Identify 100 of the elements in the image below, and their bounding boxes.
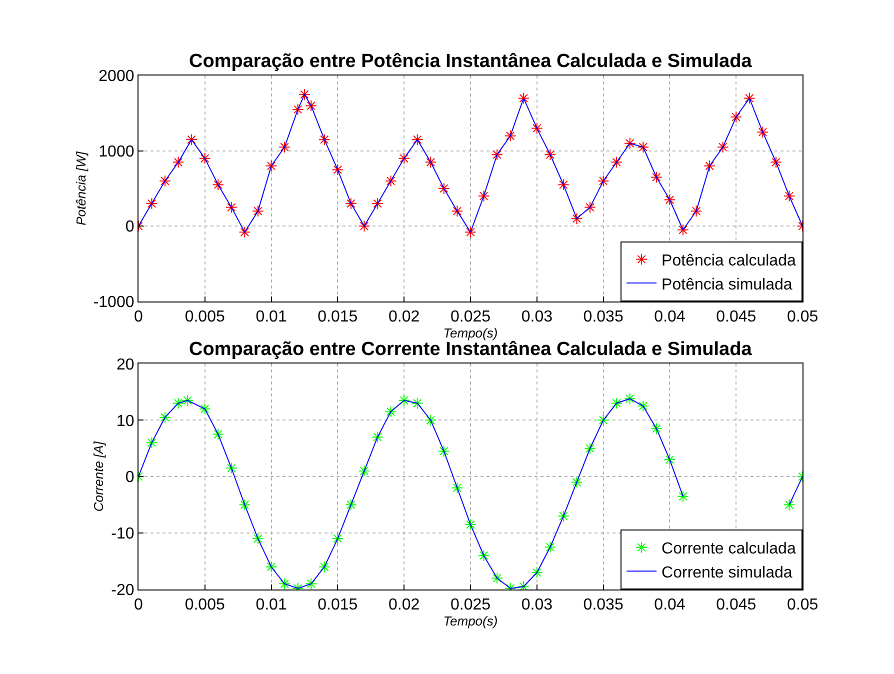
x-tick-label: 0.025: [450, 596, 491, 614]
y-tick-label: 0: [125, 218, 134, 236]
point: [544, 148, 556, 161]
point: [305, 100, 318, 112]
point: [464, 518, 476, 530]
x-axis-title: Tempo(s): [443, 326, 498, 341]
point: [531, 566, 543, 578]
point: [278, 578, 290, 590]
point: [531, 122, 543, 134]
point: [172, 156, 184, 168]
point: [318, 134, 330, 146]
point: [624, 392, 636, 405]
point: [491, 572, 503, 584]
point: [677, 490, 689, 502]
point: [597, 414, 610, 426]
point: [704, 160, 716, 172]
y-tick-label: 20: [116, 356, 134, 374]
x-axis-title: Tempo(s): [443, 614, 498, 629]
point: [159, 175, 171, 187]
point: [318, 560, 330, 573]
point: [278, 141, 290, 154]
point: [411, 134, 424, 146]
point: [146, 198, 158, 210]
point: [650, 422, 662, 435]
y-tick-label: -1000: [93, 294, 134, 311]
point: [438, 445, 450, 458]
x-tick-label: 0.04: [654, 596, 686, 614]
point: [212, 178, 224, 191]
x-tick-label: 0.045: [716, 308, 756, 326]
y-tick-label: 2000: [98, 68, 134, 86]
x-tick-label: 0.01: [256, 596, 287, 614]
x-tick-label: 0.05: [786, 596, 818, 614]
point: [438, 182, 450, 194]
x-tick-label: 0.03: [521, 596, 553, 614]
point: [146, 436, 158, 449]
point: [451, 205, 464, 217]
point: [783, 190, 796, 202]
y-tick-label: -20: [111, 582, 134, 600]
point: [198, 402, 211, 415]
x-tick-label: 0.01: [256, 308, 287, 326]
point: [298, 88, 310, 100]
point: [558, 178, 570, 191]
point: [650, 171, 662, 184]
point: [424, 156, 437, 168]
point: [292, 104, 304, 116]
x-tick-label: 0.005: [184, 308, 225, 326]
y-axis-title: Corrente [A]: [91, 441, 106, 512]
y-tick-label: -10: [111, 526, 134, 543]
point: [265, 160, 278, 172]
x-tick-label: 0.015: [318, 596, 358, 614]
point: [226, 201, 238, 214]
point: [756, 126, 769, 138]
legend-label: Potência simulada: [662, 276, 792, 294]
point: [345, 498, 357, 511]
point: [451, 482, 464, 494]
point: [558, 510, 570, 522]
point: [610, 397, 622, 410]
point: [238, 226, 251, 238]
point: [398, 394, 410, 406]
x-tick-label: 0.02: [388, 308, 420, 326]
point: [570, 212, 583, 224]
point: [690, 205, 702, 217]
point: [332, 532, 344, 545]
point: [664, 454, 676, 466]
point: [424, 414, 437, 426]
legend-label: Corrente simulada: [662, 564, 792, 582]
y-tick-label: 1000: [98, 143, 134, 160]
point: [664, 194, 676, 206]
point: [345, 198, 357, 210]
y-tick-label: 0: [125, 469, 134, 486]
point: [716, 141, 729, 154]
point: [584, 442, 596, 454]
x-tick-label: 0.035: [583, 596, 624, 614]
point: [478, 550, 490, 562]
x-tick-label: 0.045: [716, 596, 756, 614]
point: [504, 130, 516, 142]
point: [411, 397, 424, 410]
y-axis-title: Potência [W]: [73, 151, 88, 226]
point: [238, 498, 251, 511]
x-tick-label: 0.03: [521, 308, 553, 326]
point: [730, 111, 742, 123]
point: [252, 532, 264, 545]
point: [744, 92, 756, 104]
point: [198, 152, 211, 164]
legend-label: Potência calculada: [662, 252, 796, 270]
point: [518, 92, 530, 104]
point: [610, 156, 622, 168]
point: [677, 224, 689, 236]
point: [637, 400, 650, 412]
point: [464, 226, 476, 238]
point: [332, 164, 344, 176]
point: [372, 431, 384, 443]
x-tick-label: 0.04: [654, 308, 686, 326]
point: [384, 175, 397, 187]
legend-label: Corrente calculada: [662, 540, 796, 558]
x-tick-label: 0.015: [318, 308, 358, 326]
x-tick-label: 0.025: [450, 308, 491, 326]
point: [384, 406, 397, 418]
point: [372, 198, 384, 210]
point: [597, 175, 610, 187]
